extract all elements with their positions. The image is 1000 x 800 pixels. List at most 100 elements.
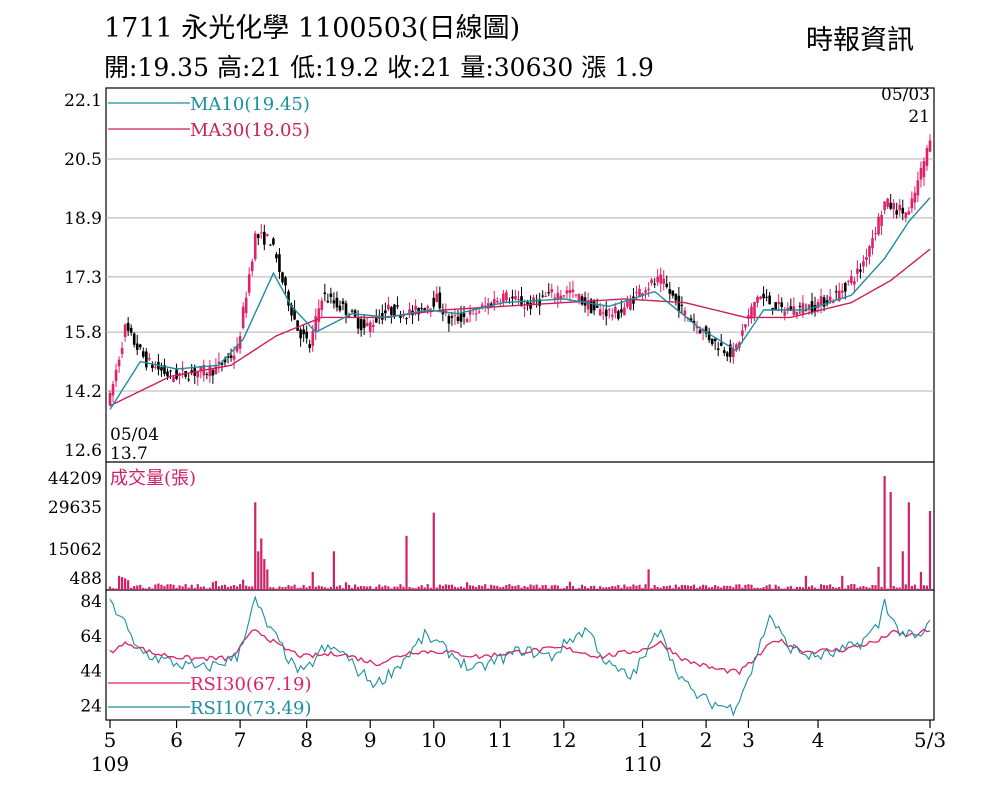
candle-body [774, 302, 777, 311]
candle-body [332, 300, 336, 304]
volume-bar [565, 586, 569, 590]
volume-bar [762, 587, 765, 590]
candle-body [668, 289, 672, 294]
volume-bar [223, 584, 227, 590]
volume-bar [647, 569, 650, 590]
volume-bar [308, 586, 311, 590]
candle-body [695, 326, 699, 329]
volume-bar [232, 584, 236, 590]
end-price-label: 21 [908, 107, 930, 127]
candle-body [713, 338, 717, 342]
candle-body [450, 316, 454, 318]
candle-body [266, 234, 269, 236]
volume-bar [402, 586, 405, 590]
candle-body [163, 365, 166, 374]
candle-body [604, 309, 608, 317]
volume-bar [750, 584, 753, 590]
volume-bar [928, 511, 932, 590]
volume-bar [408, 586, 411, 590]
candle-body [868, 246, 871, 257]
candle-body [302, 329, 305, 335]
volume-bar [741, 587, 744, 590]
volume-bar [623, 584, 626, 590]
candle-body [341, 301, 345, 305]
x-tick-label: 10 [421, 728, 446, 752]
axis-labels: 22.1 20.5 18.9 17.3 15.8 14.2 12.6 MA10(19.45) M… [48, 85, 946, 776]
volume-bar [674, 584, 677, 590]
volume-bar [353, 584, 357, 590]
volume-bar [650, 588, 653, 590]
candle-body [323, 292, 327, 295]
volume-bar [856, 587, 859, 590]
volume-bar [801, 587, 805, 590]
candle-body [692, 320, 696, 324]
candle-body [414, 305, 417, 311]
candle-body [722, 350, 726, 353]
volume-bars [108, 476, 932, 590]
volume-bar [381, 586, 384, 590]
volume-bar [562, 588, 565, 590]
price-tick-label: 22.1 [64, 91, 102, 111]
candle-body [492, 299, 496, 305]
volume-bar [765, 585, 768, 590]
candle-body [725, 352, 729, 357]
candle-body [626, 299, 629, 307]
candle-body [810, 301, 814, 313]
candle-body [644, 290, 647, 293]
volume-bar [874, 585, 877, 590]
volume-bar [366, 586, 369, 590]
candle-body [865, 257, 868, 261]
rsi10-line [109, 595, 931, 717]
candle-body [683, 310, 687, 316]
candle-body [901, 207, 905, 214]
candle-body [344, 303, 348, 315]
candle-body [126, 322, 130, 331]
volume-bar [804, 575, 808, 590]
candle-body [919, 168, 923, 180]
volume-bar [357, 586, 360, 590]
volume-bar [314, 586, 317, 590]
volume-bar [245, 585, 248, 590]
candle-body [160, 367, 163, 371]
candle-body [922, 161, 926, 178]
candle-body [523, 307, 526, 309]
candle-body [396, 305, 399, 307]
candle-body [435, 293, 439, 303]
candle-body [653, 283, 656, 285]
panel-frames [105, 87, 935, 721]
candle-body [514, 296, 517, 300]
x-tick-label: 5/3 [914, 728, 946, 752]
volume-bar [553, 584, 556, 590]
gridlines [106, 158, 934, 392]
candle-body [296, 320, 299, 331]
volume-bar [429, 587, 432, 590]
candle-body [807, 304, 811, 310]
start-price-label: 13.7 [110, 444, 148, 464]
candle-body [483, 305, 487, 307]
candle-body [635, 292, 638, 294]
volume-bar [423, 587, 426, 590]
x-tick-label: 1 [636, 728, 649, 752]
candle-body [217, 361, 221, 365]
candle-body [895, 210, 899, 215]
volume-bar [441, 585, 444, 590]
candle-body [420, 308, 423, 310]
volume-bar [593, 585, 596, 590]
candle-body [544, 295, 548, 297]
volume-bar [263, 559, 266, 590]
candle-body [586, 301, 590, 310]
candle-body [502, 293, 505, 303]
volume-bar [242, 579, 245, 590]
volume-bar [136, 585, 139, 590]
candle-body [798, 305, 802, 307]
candle-body [281, 272, 284, 283]
candle-body [732, 348, 735, 358]
candle-body [574, 294, 578, 296]
volume-bar [172, 584, 175, 590]
volume-bar [190, 584, 193, 590]
candle-body [595, 305, 599, 308]
volume-bar [599, 586, 602, 590]
volume-bar [547, 588, 550, 590]
volume-bar [284, 586, 287, 590]
candle-body [169, 370, 172, 372]
